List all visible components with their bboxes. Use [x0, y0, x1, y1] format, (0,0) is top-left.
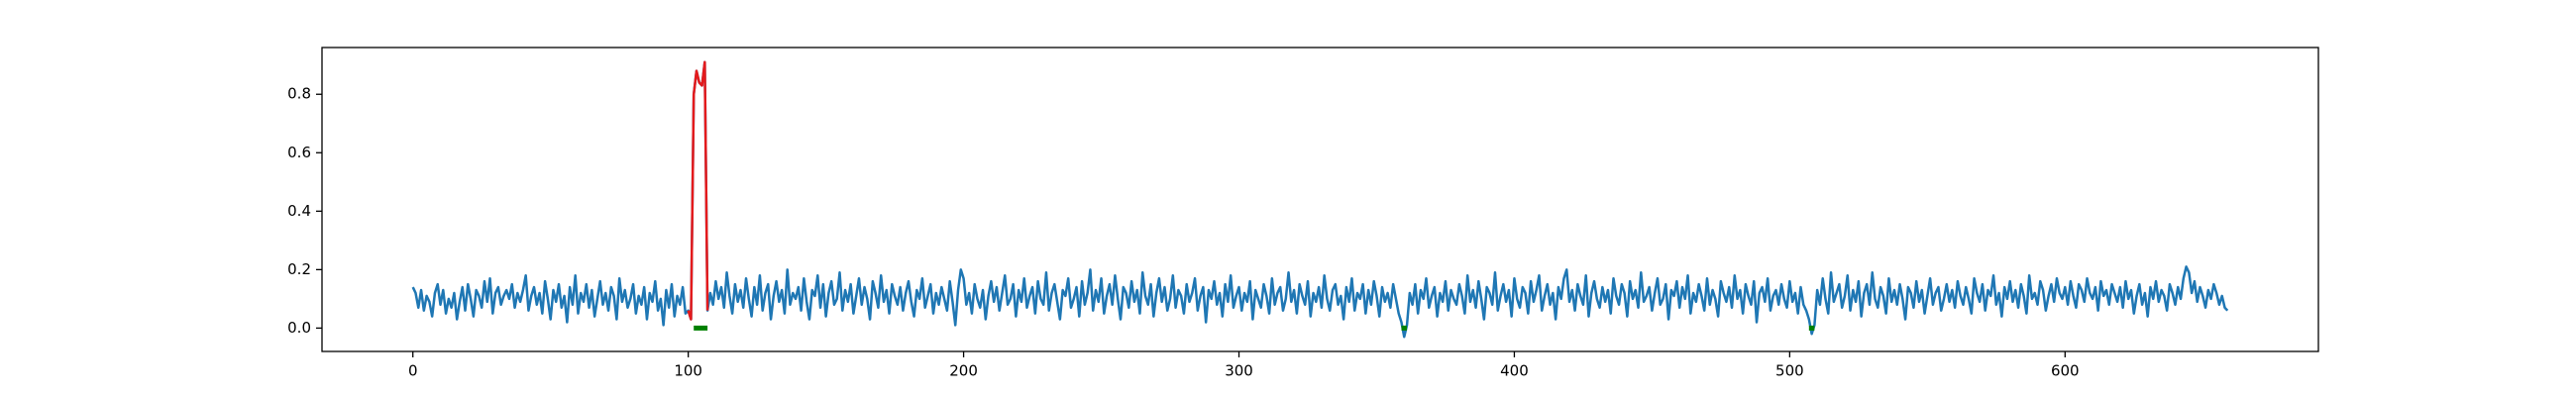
y-tick-label: 0.0	[287, 319, 311, 337]
y-tick-label: 0.8	[287, 85, 311, 103]
x-tick-label: 500	[1775, 362, 1804, 380]
axes-frame	[321, 47, 2319, 352]
y-tick-label: 0.4	[287, 202, 311, 220]
x-tick-label: 300	[1225, 362, 1253, 380]
x-tick-label: 400	[1500, 362, 1529, 380]
x-tick-label: 100	[674, 362, 702, 380]
x-tick-label: 600	[2051, 362, 2080, 380]
y-tick-label: 0.6	[287, 144, 311, 161]
x-tick-label: 200	[949, 362, 978, 380]
series-line	[411, 60, 2229, 339]
series-line	[687, 60, 709, 321]
y-tick-label: 0.2	[287, 260, 311, 278]
x-tick-label: 0	[408, 362, 418, 380]
